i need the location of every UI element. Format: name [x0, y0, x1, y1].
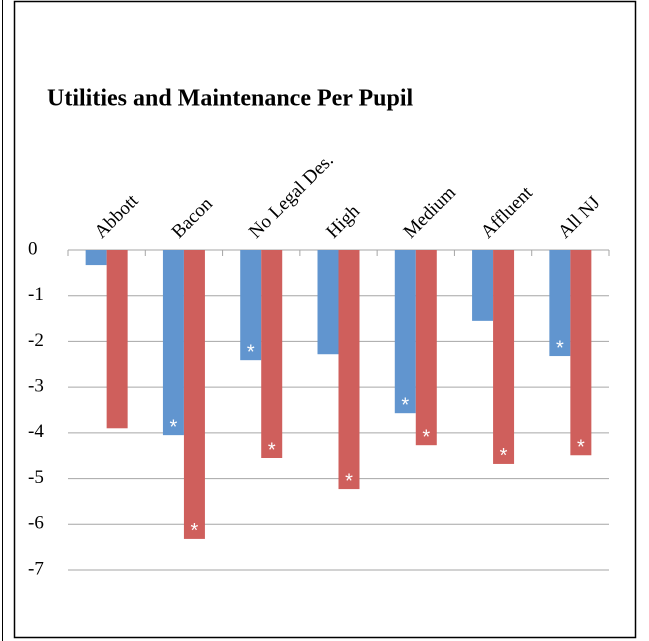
- x-tick-label: Bacon: [168, 193, 218, 243]
- significance-marker: *: [345, 470, 353, 492]
- bar: [106, 250, 128, 429]
- bar: [85, 250, 107, 266]
- significance-marker: *: [268, 439, 276, 461]
- y-tick-label: -5: [28, 467, 44, 488]
- significance-marker: *: [401, 394, 409, 416]
- x-tick-label: High: [322, 201, 364, 243]
- bar: [240, 250, 262, 361]
- significance-marker: *: [556, 337, 564, 359]
- bar: [570, 250, 592, 456]
- chart-title: Utilities and Maintenance Per Pupil: [47, 86, 414, 112]
- x-tick-label: Medium: [400, 182, 461, 243]
- bar: [338, 250, 360, 490]
- bar: [162, 250, 184, 436]
- significance-marker: *: [170, 416, 178, 438]
- bar: [261, 250, 283, 458]
- bar: [493, 250, 515, 464]
- x-tick-label: Affluent: [477, 182, 538, 243]
- bar: [183, 250, 205, 539]
- significance-marker: *: [191, 520, 199, 542]
- y-tick-label: 0: [28, 238, 38, 259]
- y-tick-label: -2: [28, 330, 44, 351]
- bar: [472, 250, 494, 321]
- significance-marker: *: [500, 445, 508, 467]
- y-tick-label: -7: [28, 558, 44, 579]
- x-tick-label: Abbott: [90, 190, 143, 243]
- bar: [415, 250, 437, 446]
- bar: [317, 250, 339, 355]
- chart-frame: [13, 0, 637, 639]
- bar: [394, 250, 416, 414]
- y-tick-label: -4: [28, 421, 44, 442]
- significance-marker: *: [247, 341, 255, 363]
- bar: [549, 250, 571, 357]
- y-tick-label: -1: [28, 284, 44, 305]
- x-tick-label: All NJ: [554, 192, 604, 242]
- y-tick-label: -6: [28, 513, 44, 534]
- significance-marker: *: [577, 437, 585, 459]
- significance-marker: *: [422, 426, 430, 448]
- y-tick-label: -3: [28, 376, 44, 397]
